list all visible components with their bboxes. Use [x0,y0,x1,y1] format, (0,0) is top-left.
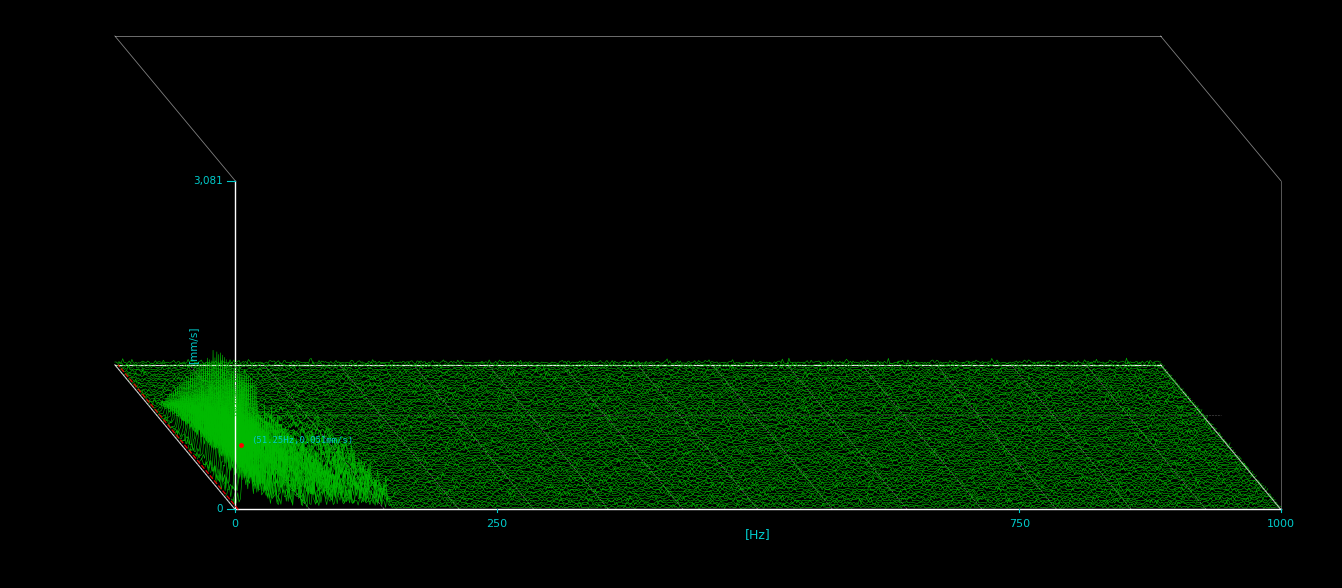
Text: 250: 250 [486,519,507,529]
Text: [mm/s]: [mm/s] [188,326,199,364]
Text: [Hz]: [Hz] [745,527,770,540]
Text: 750: 750 [1009,519,1029,529]
Text: 1000: 1000 [1267,519,1295,529]
Text: (51.25Hz,0.051mm/s): (51.25Hz,0.051mm/s) [251,436,353,445]
Text: 3,081: 3,081 [193,176,223,186]
Text: 0: 0 [216,505,223,514]
Text: 0: 0 [232,519,239,529]
